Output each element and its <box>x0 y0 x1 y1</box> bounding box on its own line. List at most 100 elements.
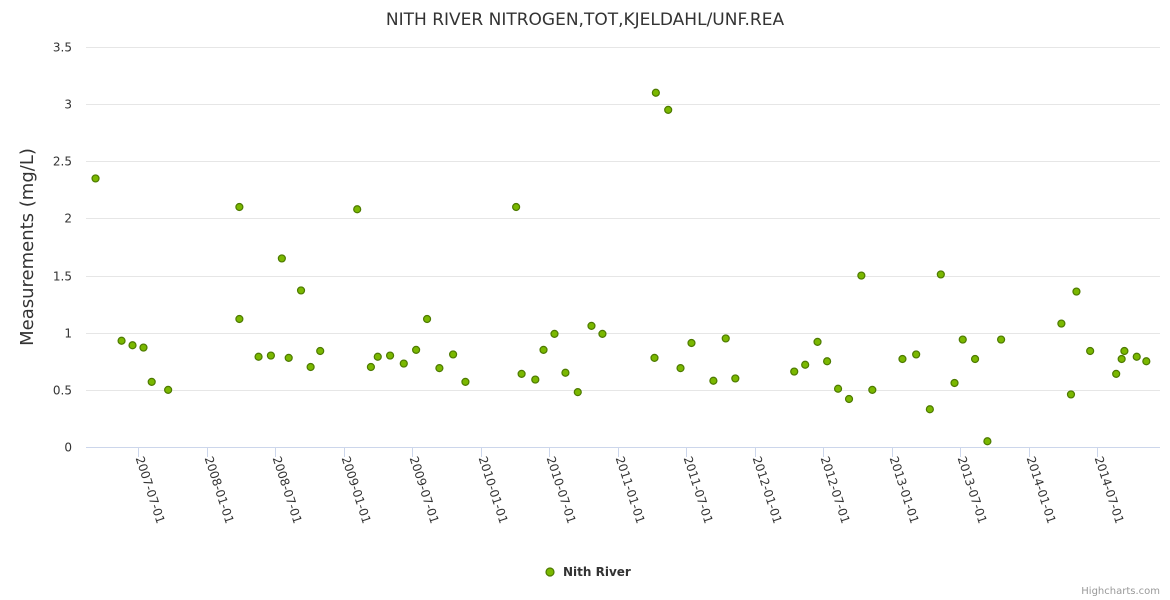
data-point[interactable] <box>422 314 432 324</box>
data-point[interactable] <box>117 336 126 345</box>
data-point[interactable] <box>587 321 596 330</box>
data-point[interactable] <box>373 352 382 361</box>
data-point[interactable] <box>898 354 907 364</box>
data-point[interactable] <box>958 335 967 344</box>
data-point[interactable] <box>164 385 173 394</box>
data-point[interactable] <box>561 368 570 377</box>
data-point[interactable] <box>1086 346 1095 356</box>
data-point[interactable] <box>91 174 100 183</box>
data-point[interactable] <box>1120 346 1129 356</box>
data-point[interactable] <box>1072 287 1081 296</box>
data-point[interactable] <box>1117 354 1126 364</box>
x-tick-label: 2007-07-01 <box>133 455 168 526</box>
y-tick-label: 1.5 <box>53 270 72 284</box>
x-tick-label: 2008-01-01 <box>202 455 237 526</box>
data-point[interactable] <box>950 378 959 388</box>
data-point[interactable] <box>517 369 526 378</box>
data-point[interactable] <box>412 345 421 354</box>
x-axis-ticks: 2007-07-01 2008-01-01 2008-07-01 2009-01-01… <box>133 447 1127 525</box>
data-point[interactable] <box>573 388 582 397</box>
y-tick-label: 3 <box>64 98 72 112</box>
data-point[interactable] <box>449 350 458 359</box>
y-tick-label: 0.5 <box>53 384 72 398</box>
data-point[interactable] <box>813 337 822 346</box>
data-point[interactable] <box>306 362 315 372</box>
data-point[interactable] <box>353 205 362 214</box>
data-point[interactable] <box>676 364 685 373</box>
data-point[interactable] <box>266 351 275 360</box>
data-point[interactable] <box>664 105 673 114</box>
data-point[interactable] <box>284 353 293 362</box>
chart-title: NITH RIVER NITROGEN,TOT,KJELDAHL/UNF.REA <box>386 10 785 30</box>
data-point[interactable] <box>277 254 286 263</box>
data-point[interactable] <box>235 202 244 212</box>
data-point[interactable] <box>936 270 945 279</box>
data-point[interactable] <box>801 360 810 369</box>
x-tick-label: 2013-07-01 <box>955 455 990 526</box>
data-point[interactable] <box>1112 369 1121 378</box>
data-point[interactable] <box>512 202 521 212</box>
data-point[interactable] <box>925 405 934 414</box>
y-axis-label: Measurements (mg/L) <box>17 148 38 346</box>
x-tick-label: 2011-07-01 <box>681 455 716 526</box>
x-tick-label: 2013-01-01 <box>887 455 922 526</box>
data-point[interactable] <box>844 394 854 404</box>
data-point[interactable] <box>687 338 696 348</box>
data-point[interactable] <box>531 375 540 384</box>
data-point[interactable] <box>366 362 375 372</box>
legend-item-nith-river[interactable]: Nith River <box>545 565 631 579</box>
data-point[interactable] <box>385 351 395 360</box>
data-point[interactable] <box>598 329 607 338</box>
data-point[interactable] <box>1142 357 1151 366</box>
data-point[interactable] <box>147 377 156 386</box>
data-point[interactable] <box>912 350 921 359</box>
data-point[interactable] <box>996 335 1006 344</box>
data-point[interactable] <box>857 271 866 280</box>
data-point[interactable] <box>235 314 244 324</box>
data-point[interactable] <box>316 346 325 356</box>
data-point[interactable] <box>435 364 444 373</box>
data-point[interactable] <box>983 437 992 446</box>
data-point[interactable] <box>1066 390 1076 399</box>
x-tick-label: 2011-01-01 <box>613 455 648 526</box>
data-point[interactable] <box>296 286 306 295</box>
data-point[interactable] <box>539 345 548 354</box>
data-point[interactable] <box>1057 319 1066 328</box>
y-tick-label: 2 <box>64 212 72 226</box>
legend-marker <box>545 567 555 577</box>
data-point[interactable] <box>550 329 559 338</box>
series-nith-river[interactable] <box>91 88 1151 446</box>
data-point[interactable] <box>731 374 740 383</box>
x-tick-label: 2014-01-01 <box>1024 455 1059 526</box>
y-tick-label: 2.5 <box>53 155 72 169</box>
y-axis-ticks: 0 0.5 1 1.5 2 2.5 3 3.5 <box>53 41 72 455</box>
data-point[interactable] <box>650 353 659 362</box>
x-tick-label: 2012-01-01 <box>750 455 785 526</box>
x-tick-label: 2014-07-01 <box>1092 455 1127 526</box>
data-point[interactable] <box>823 357 832 366</box>
data-point[interactable] <box>970 354 980 364</box>
data-point[interactable] <box>254 352 263 361</box>
y-tick-label: 1 <box>64 327 72 341</box>
data-point[interactable] <box>1132 352 1141 361</box>
data-point[interactable] <box>721 334 730 343</box>
legend-label[interactable]: Nith River <box>563 565 631 579</box>
data-point[interactable] <box>709 376 718 385</box>
x-tick-label: 2010-07-01 <box>544 455 579 526</box>
credits-link[interactable]: Highcharts.com <box>1081 586 1160 597</box>
data-point[interactable] <box>399 359 408 368</box>
data-point[interactable] <box>833 384 843 393</box>
data-point[interactable] <box>790 367 799 376</box>
x-tick-label: 2008-07-01 <box>270 455 305 526</box>
x-tick-label: 2009-01-01 <box>339 455 374 526</box>
data-point[interactable] <box>139 343 148 352</box>
data-point[interactable] <box>461 377 470 386</box>
x-tick-label: 2012-07-01 <box>818 455 853 526</box>
y-tick-label: 3.5 <box>53 41 72 55</box>
x-tick-label: 2009-07-01 <box>407 455 442 526</box>
data-point[interactable] <box>651 88 660 97</box>
data-point[interactable] <box>868 385 877 394</box>
data-point[interactable] <box>128 341 137 350</box>
y-tick-label: 0 <box>64 441 72 455</box>
